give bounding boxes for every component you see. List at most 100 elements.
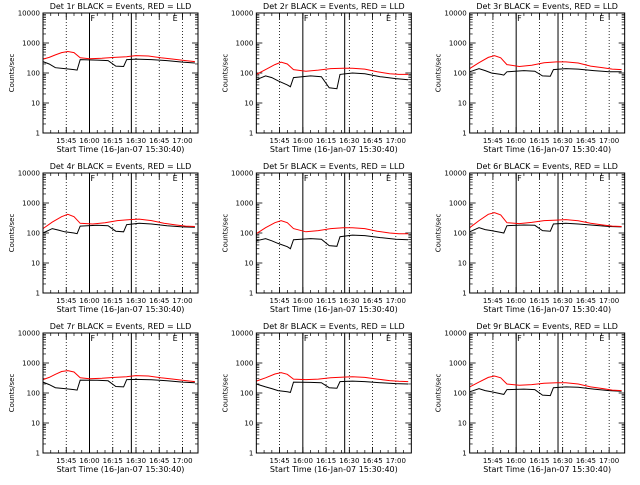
y-axis-label: Counts/sec (221, 374, 229, 413)
x-tick-label: 16:00 (293, 457, 313, 465)
y-tick-label: 100 (240, 70, 253, 78)
lld-series-line (42, 213, 195, 230)
x-tick-label: 17:00 (386, 457, 406, 465)
y-tick-label: 1000 (236, 200, 254, 208)
x-tick-label: 16:15 (103, 137, 123, 145)
marker-label-e: E (173, 334, 178, 343)
x-axis-label: Start Time (16-Jan-07 15:30:40) (483, 145, 611, 154)
y-tick-label: 100 (27, 70, 40, 78)
y-axis-label: Counts/sec (221, 54, 229, 93)
x-tick-label: 15:45 (56, 297, 76, 305)
x-tick-label: 17:00 (386, 137, 406, 145)
plot-frame (255, 12, 412, 134)
x-tick-label: 16:00 (79, 297, 99, 305)
y-tick-label: 10 (244, 420, 253, 428)
x-tick-label: 16:30 (126, 297, 146, 305)
x-tick-label: 16:45 (362, 457, 382, 465)
marker-label-f: F (517, 174, 522, 183)
x-tick-label: 16:00 (293, 297, 313, 305)
x-tick-label: 16:15 (529, 297, 549, 305)
x-tick-label: 17:00 (386, 297, 406, 305)
y-tick-label: 1000 (449, 40, 467, 48)
x-tick-label: 17:00 (172, 297, 192, 305)
x-tick-label: 16:30 (339, 457, 359, 465)
x-tick-label: 17:00 (172, 457, 192, 465)
x-tick-label: 16:00 (79, 137, 99, 145)
x-tick-label: 15:45 (269, 297, 289, 305)
x-tick-label: 15:45 (483, 457, 503, 465)
detector-panel: Det 1r BLACK = Events, RED = LLD 1 10 100 10… (8, 2, 199, 154)
y-axis-label: Counts/sec (435, 214, 443, 253)
events-series-line (256, 380, 409, 393)
x-axis-label: Start Time (16-Jan-07 15:30:40) (270, 465, 398, 474)
detector-panel: Det 6r BLACK = Events, RED = LLD 1 10 100 10… (435, 162, 626, 314)
y-axis-label: Counts/sec (221, 214, 229, 253)
y-tick-label: 10 (244, 100, 253, 108)
y-tick-label: 10 (458, 100, 467, 108)
plot-frame (469, 172, 626, 294)
x-tick-label: 16:45 (576, 457, 596, 465)
detector-panel: Det 8r BLACK = Events, RED = LLD 1 10 100 10… (221, 322, 412, 474)
marker-label-f: F (517, 334, 522, 343)
x-tick-label: 16:30 (339, 137, 359, 145)
marker-label-e: E (599, 14, 604, 23)
y-tick-label: 100 (453, 230, 466, 238)
x-tick-label: 15:45 (56, 137, 76, 145)
x-tick-label: 16:30 (553, 137, 573, 145)
events-series-line (469, 386, 622, 397)
y-tick-label: 1000 (22, 360, 40, 368)
y-tick-label: 1 (462, 290, 466, 298)
plot-frame (469, 12, 626, 134)
x-tick-label: 16:15 (529, 137, 549, 145)
x-tick-label: 16:15 (316, 457, 336, 465)
y-tick-label: 10 (244, 260, 253, 268)
plot-frame (255, 172, 412, 294)
events-series-line (469, 68, 622, 77)
y-tick-label: 10000 (444, 330, 466, 338)
x-tick-label: 16:00 (79, 457, 99, 465)
detector-panel: Det 5r BLACK = Events, RED = LLD 1 10 100 10… (221, 162, 412, 314)
lld-series-line (469, 212, 622, 229)
events-series-line (469, 222, 622, 234)
y-tick-label: 1 (462, 130, 466, 138)
panel-title: Det 6r BLACK = Events, RED = LLD (476, 162, 618, 171)
y-tick-label: 10000 (18, 330, 40, 338)
marker-label-e: E (599, 334, 604, 343)
detector-panel: Det 4r BLACK = Events, RED = LLD 1 10 100 10… (8, 162, 199, 314)
y-tick-label: 100 (27, 390, 40, 398)
x-tick-label: 15:45 (483, 137, 503, 145)
x-tick-label: 15:45 (56, 457, 76, 465)
lld-series-line (42, 370, 195, 383)
x-tick-label: 16:00 (506, 457, 526, 465)
events-series-line (256, 234, 409, 250)
x-tick-label: 16:45 (576, 137, 596, 145)
plot-frame (469, 332, 626, 454)
plot-frame (42, 12, 199, 134)
y-tick-label: 10000 (18, 10, 40, 18)
events-series-line (42, 378, 195, 391)
x-tick-label: 15:45 (483, 297, 503, 305)
detector-panel: Det 7r BLACK = Events, RED = LLD 1 10 100 10… (8, 322, 199, 474)
y-tick-label: 1 (36, 290, 40, 298)
y-tick-label: 1000 (22, 40, 40, 48)
x-tick-label: 16:45 (149, 297, 169, 305)
x-tick-label: 16:15 (316, 297, 336, 305)
marker-label-f: F (91, 14, 96, 23)
y-axis-label: Counts/sec (8, 374, 16, 413)
x-tick-label: 17:00 (599, 457, 619, 465)
plot-frame (42, 332, 199, 454)
x-axis-label: Start Time (16-Jan-07 15:30:40) (483, 465, 611, 474)
x-tick-label: 16:45 (149, 137, 169, 145)
panel-title: Det 7r BLACK = Events, RED = LLD (50, 322, 192, 331)
lld-series-line (256, 61, 409, 75)
y-tick-label: 1000 (449, 200, 467, 208)
y-tick-label: 100 (27, 230, 40, 238)
x-axis-label: Start Time (16-Jan-07 15:30:40) (57, 465, 185, 474)
y-axis-label: Counts/sec (435, 374, 443, 413)
x-axis-label: Start Time (16-Jan-07 15:30:40) (270, 145, 398, 154)
events-series-line (256, 72, 409, 90)
detector-panel: Det 2r BLACK = Events, RED = LLD 1 10 100 10… (221, 2, 412, 154)
marker-label-f: F (91, 174, 96, 183)
